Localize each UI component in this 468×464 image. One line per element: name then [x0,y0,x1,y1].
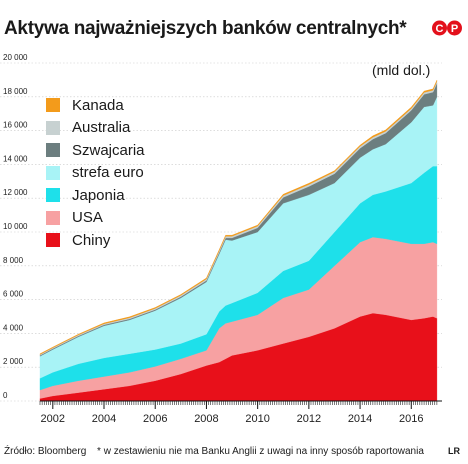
x-tick-label: 2012 [297,413,321,425]
legend-label: USA [72,209,103,227]
svg-text:C: C [436,23,444,35]
y-tick-label: 18 000 [3,87,28,96]
legend-swatch [46,165,60,180]
x-tick-label: 2010 [245,413,269,425]
x-tick-label: 2014 [348,413,372,425]
y-tick-label: 10 000 [3,222,28,231]
legend-item: USA [46,207,145,230]
y-tick-label: 8 000 [3,256,24,265]
legend: Kanada Australia Szwajcaria strefa euro Japo… [46,94,145,252]
legend-label: strefa euro [72,164,144,182]
legend-swatch [46,98,60,113]
legend-swatch [46,120,60,135]
footer-mark: LR [448,446,460,456]
legend-item: Kanada [46,94,145,117]
y-tick-label: 4 000 [3,323,24,332]
x-tick-label: 2006 [143,413,167,425]
legend-label: Australia [72,119,131,137]
legend-swatch [46,210,60,225]
x-tick-label: 2004 [92,413,116,425]
legend-label: Kanada [72,96,124,114]
y-tick-label: 20 000 [3,53,28,62]
legend-item: strefa euro [46,162,145,185]
legend-swatch [46,143,60,158]
stacked-area-chart: 0 2 000 4 000 6 000 8 000 10 000 12 000 14 000 1… [0,53,442,425]
legend-label: Japonia [72,186,125,204]
y-tick-label: 2 000 [3,357,24,366]
logo-icon: C P [432,20,462,36]
legend-item: Japonia [46,184,145,207]
legend-item: Australia [46,117,145,140]
legend-item: Szwajcaria [46,139,145,162]
footnote-text: * w zestawieniu nie ma Banku Anglii z uw… [97,446,424,457]
x-tick-label: 2016 [399,413,423,425]
area-kanada [39,80,438,355]
y-tick-label: 6 000 [3,290,24,299]
footer: Źródło: Bloomberg * w zestawieniu nie ma… [4,446,424,457]
svg-text:P: P [451,23,458,35]
legend-item: Chiny [46,229,145,252]
y-tick-label: 16 000 [3,121,28,130]
legend-swatch [46,233,60,248]
legend-swatch [46,188,60,203]
y-tick-label: 14 000 [3,154,28,163]
x-tick-label: 2002 [41,413,65,425]
source-text: Źródło: Bloomberg [4,446,87,457]
legend-label: Chiny [72,231,111,249]
y-tick-label: 12 000 [3,188,28,197]
legend-label: Szwajcaria [72,141,145,159]
x-tick-label: 2008 [194,413,218,425]
chart-title: Aktywa najważniejszych banków centralnyc… [4,18,407,39]
y-tick-label: 0 [3,391,8,400]
unit-label: (mld dol.) [372,62,431,78]
